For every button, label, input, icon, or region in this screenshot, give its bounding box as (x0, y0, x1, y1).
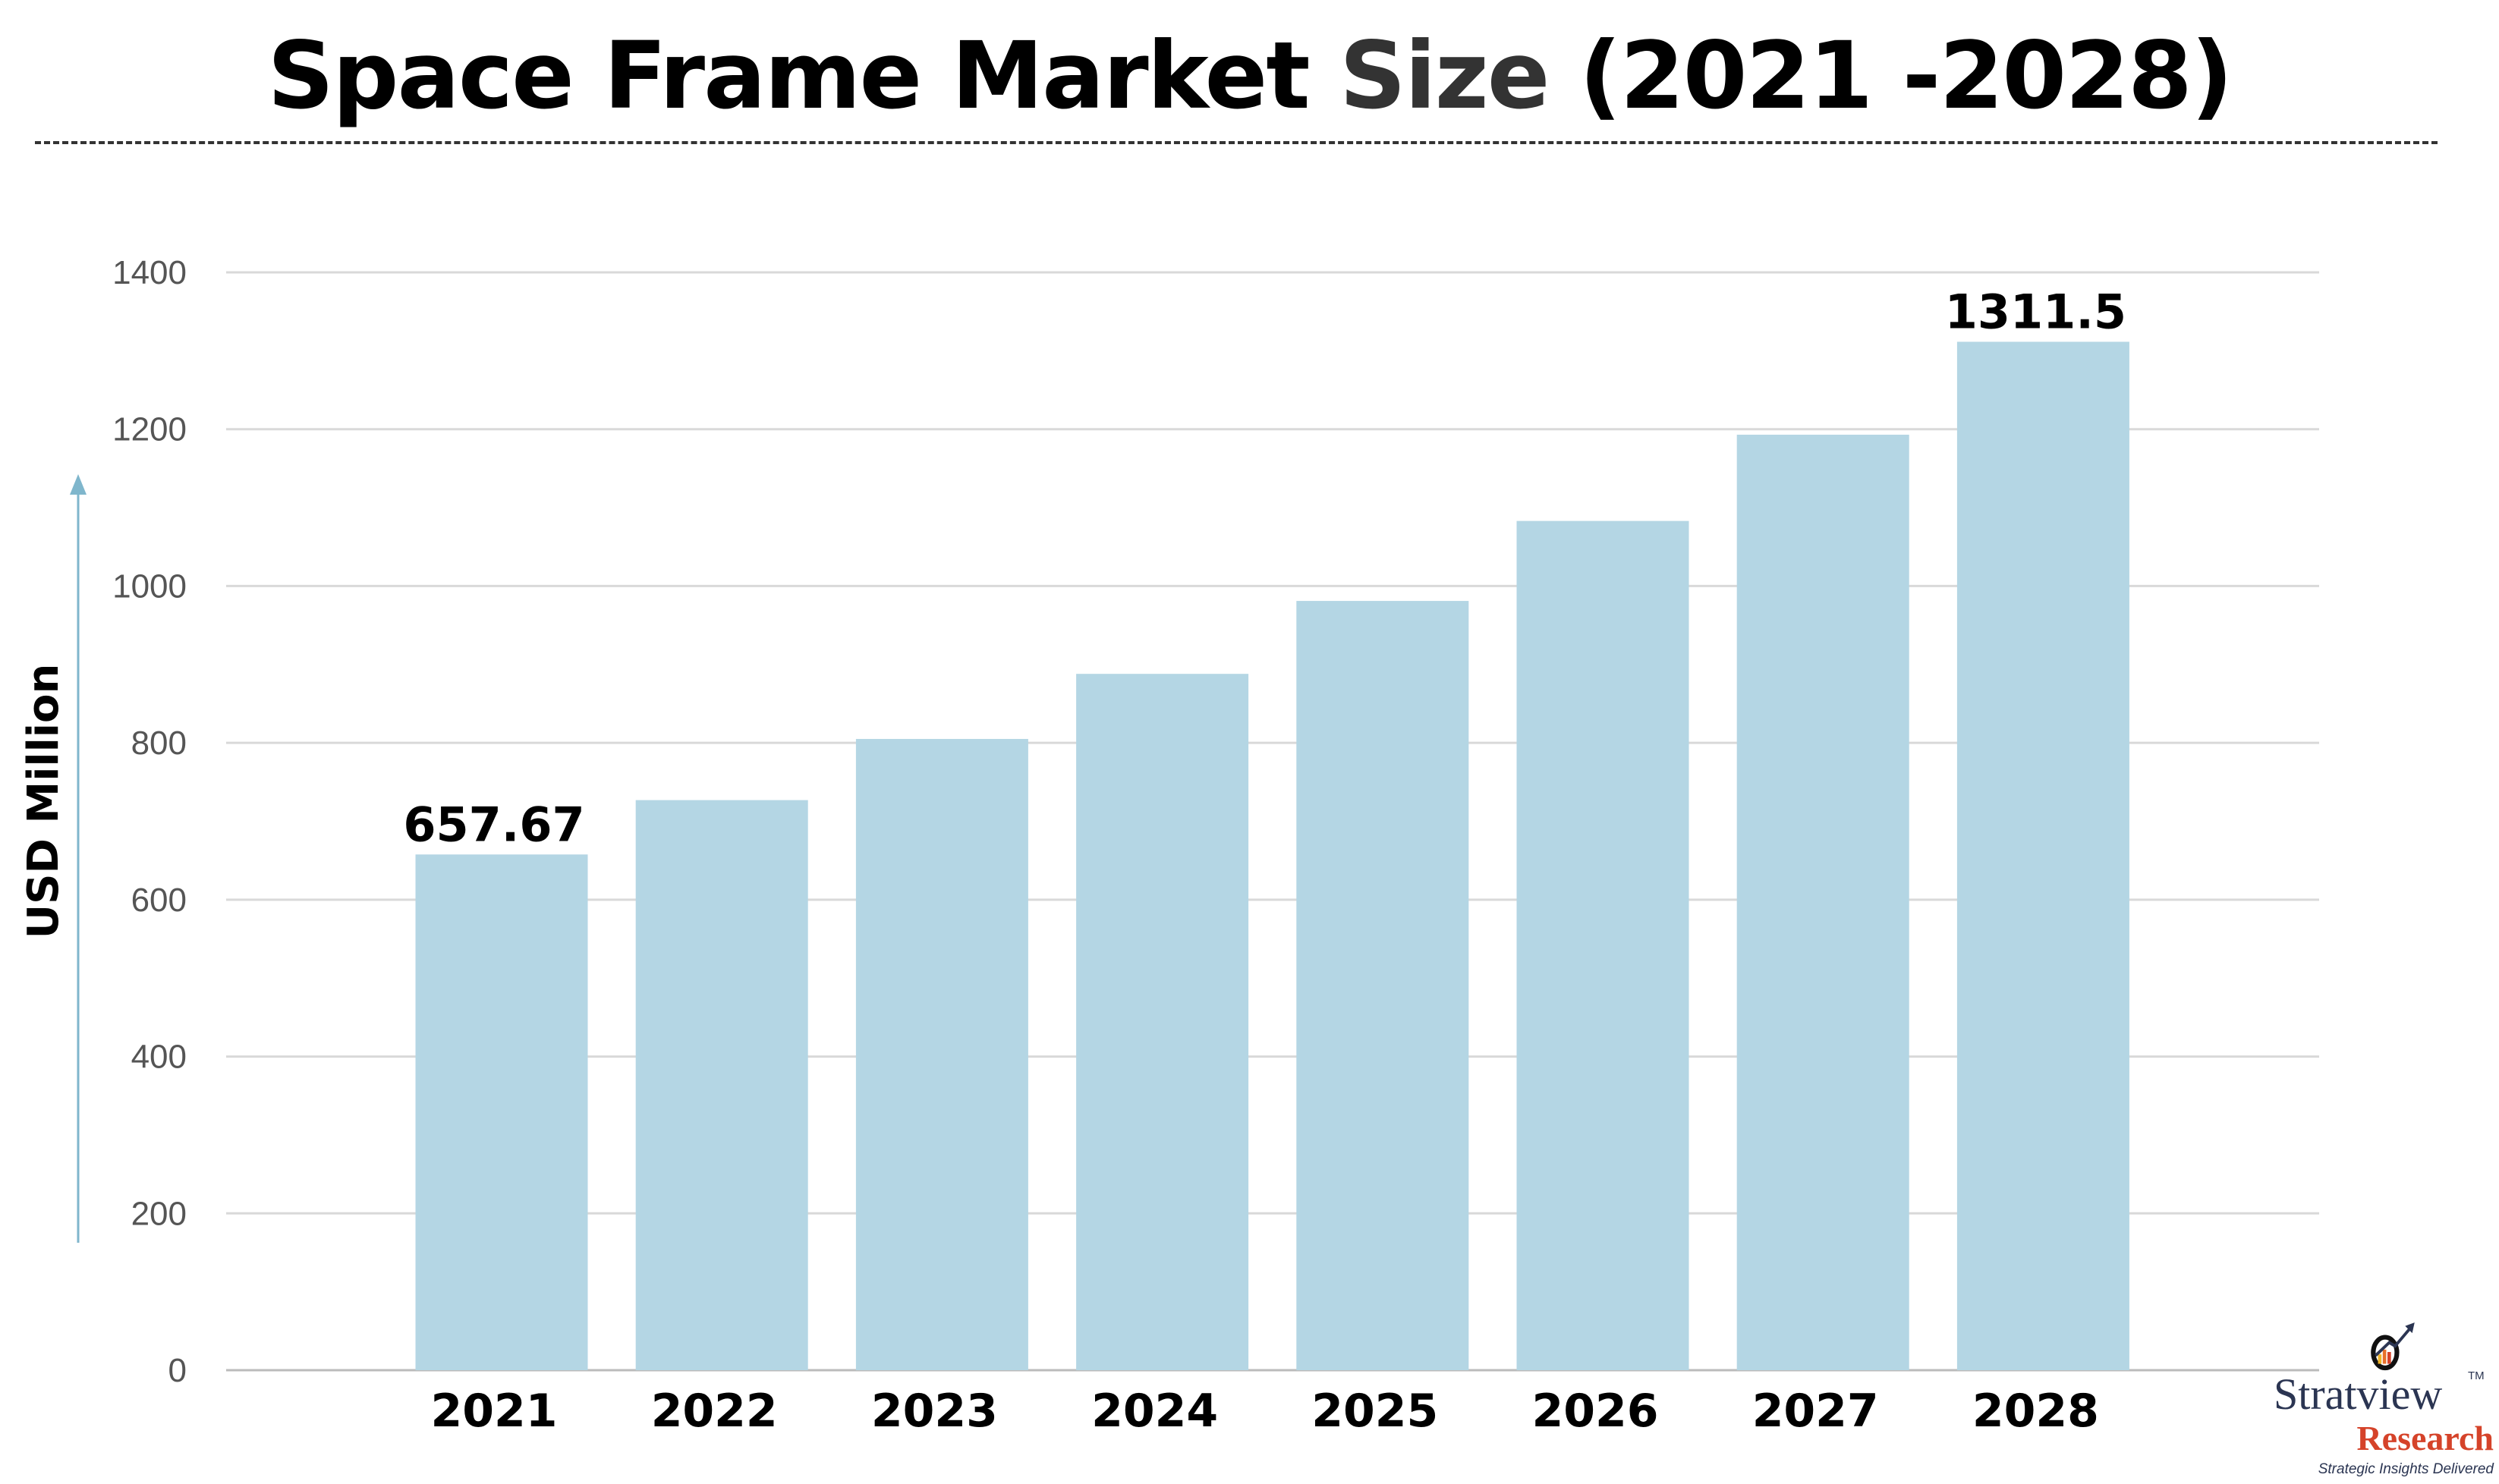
y-tick-label: 600 (131, 882, 187, 919)
title-part: Space Frame Market (267, 22, 1340, 130)
x-tick-label: 2026 (1532, 1385, 1659, 1438)
y-tick-label: 1200 (112, 411, 187, 448)
bar-2021 (415, 854, 588, 1370)
y-tick-label: 800 (131, 725, 187, 762)
bar-2022 (635, 800, 808, 1370)
data-label: 1311.5 (1945, 284, 2126, 339)
x-tick-label: 2025 (1311, 1385, 1438, 1438)
data-label: 657.67 (403, 797, 584, 852)
magnifier-chart-icon (2371, 1322, 2415, 1371)
title-divider (35, 141, 2438, 144)
y-tick-label: 1400 (112, 254, 187, 291)
y-tick-label: 400 (131, 1039, 187, 1076)
bar-2028 (1956, 341, 2129, 1370)
x-tick-label: 2021 (431, 1385, 558, 1438)
x-tick-label: 2024 (1091, 1385, 1218, 1438)
logo-name: Stratview (2274, 1369, 2443, 1419)
x-tick-label: 2022 (651, 1385, 778, 1438)
y-tick-label: 1000 (112, 568, 187, 605)
logo-tm: TM (2468, 1369, 2485, 1382)
logo-sub: Research (2356, 1419, 2494, 1457)
x-tick-label: 2023 (871, 1385, 998, 1438)
bar-2025 (1296, 601, 1469, 1370)
chart-title: Space Frame Market Size (2021 -2028) (0, 23, 2499, 129)
title-highlight: Size (1339, 22, 1550, 130)
x-tick-label: 2027 (1752, 1385, 1879, 1438)
y-tick-label: 0 (168, 1352, 187, 1389)
arrow-head-icon (70, 474, 87, 495)
logo-tagline: Strategic Insights Delivered (2318, 1461, 2494, 1477)
x-tick-label: 2028 (1972, 1385, 2099, 1438)
stratview-logo: Stratview TM Research Strategic Insights… (2269, 1320, 2497, 1481)
bar-2024 (1076, 674, 1249, 1370)
y-tick-label: 200 (131, 1195, 187, 1232)
bar-2026 (1516, 520, 1689, 1371)
bar-2023 (855, 738, 1028, 1370)
title-part: (2021 -2028) (1548, 22, 2233, 130)
bar-2027 (1736, 434, 1909, 1371)
y-axis-label: USD Million (19, 664, 68, 939)
